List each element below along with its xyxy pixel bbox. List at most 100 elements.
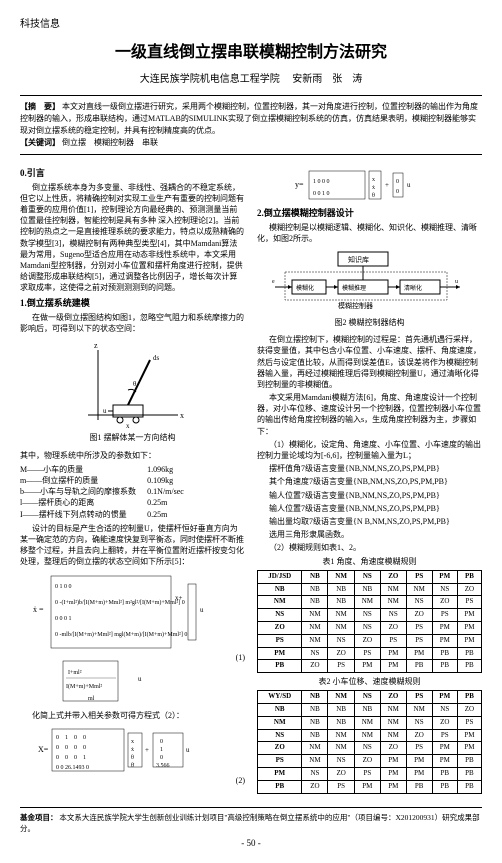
svg-text:u: u <box>200 606 204 614</box>
svg-text:θ: θ <box>372 193 375 199</box>
authors: 安新雨 张 涛 <box>292 74 362 85</box>
abstract-label: 【摘 要】 <box>20 102 60 111</box>
sec1-p1: 在做一级倒立摆图结构如图1，忽略空气阻力和系统摩擦力的影响后，可得到以下的状态空… <box>20 312 245 334</box>
param-k: l——摆杆质心的距离 <box>20 497 147 508</box>
abstract-text: 本文对直线一级倒立摆进行研究，采用两个模糊控制，位置控制器，其一对角度进行控制，… <box>20 102 478 135</box>
svg-text:0: 0 <box>396 189 399 195</box>
author-line: 大连民族学院机电信息工程学院 安新雨 张 涛 <box>20 70 482 85</box>
svg-text:0 0 0 1: 0 0 0 1 <box>56 755 86 761</box>
params-intro: 其中，物理系统中所涉及的参数如下： <box>20 450 245 461</box>
sec2-p3: 本文采用Mamdani模糊方法[6]，角度、角速度设计一个控制器，对小车位移、速… <box>257 392 482 437</box>
svg-text:u: u <box>138 675 142 683</box>
svg-text:z: z <box>94 341 98 350</box>
footer-text: 本文系大连民族学院大学生创新创业训练计划项目"高级控制策略在倒立摆系统中的应用"… <box>20 813 480 833</box>
svg-text:I(M+m)+Mml²: I(M+m)+Mml² <box>66 683 102 690</box>
svg-text:X=: X= <box>38 745 49 754</box>
step0: （1）模糊化，设定角、角速度、小车位置、小车速度的输出控制力量论域均为[-6,6… <box>257 439 482 461</box>
svg-text:u: u <box>186 746 190 754</box>
svg-text:x: x <box>180 411 184 420</box>
svg-text:x: x <box>372 177 375 183</box>
param-k: I——摆杆线下列点转动的惯量 <box>20 509 147 520</box>
svg-text:+: + <box>385 181 389 189</box>
keywords-label: 【关键词】 <box>20 138 60 147</box>
svg-text:0 0 0 0: 0 0 0 0 <box>56 745 86 751</box>
param-k: b——小车与导轨之间的摩擦系数 <box>20 486 147 497</box>
svg-text:0: 0 <box>396 179 399 185</box>
svg-text:0 1 0 0: 0 1 0 0 <box>56 735 86 741</box>
step2: 其个角速度7级语言变量{NB,NM,NS,ZO,PS,PM,PB} <box>257 476 482 487</box>
param-v: 0.25m <box>147 509 245 520</box>
svg-text:清晰化: 清晰化 <box>404 284 422 292</box>
svg-text:u: u <box>455 279 458 285</box>
svg-text:ẋ: ẋ <box>372 185 375 191</box>
step5: 输出量均取7级语言变量{N B,NM,NS,ZO,PS,PM,PB} <box>257 516 482 527</box>
step4: 输人位置7级语言变量{NB,NM,NS,ZO,PS,PM,PB} <box>257 503 482 514</box>
right-column: y= 1 0 0 0 0 0 1 0 x ẋ θ + 0 0 u 2.倒立摆模糊… <box>257 163 482 797</box>
equation2: X= 0 1 0 0 0 0 0 0 0 0 0 1 0 0 26.1493 0… <box>20 725 245 775</box>
table1: JD/JSDNBNMNSZOPSPMPBNBNBNBNBNMNMNSZONMNB… <box>257 570 482 673</box>
svg-text:θ̇: θ̇ <box>131 763 135 769</box>
svg-text:模糊控制器: 模糊控制器 <box>338 301 373 310</box>
category-header: 科技信息 <box>20 15 482 30</box>
svg-text:u: u <box>407 181 411 189</box>
svg-text:0: 0 <box>160 739 163 745</box>
figure2: 知识库 模糊化 模糊推理 清晰化 e <box>257 250 482 328</box>
svg-text:x: x <box>131 739 134 745</box>
svg-text:0 0 1 0: 0 0 1 0 <box>313 191 330 197</box>
content-columns: 0.引言 倒立摆系统本身为多变量、非线性、强耦合的不稳定系统，但它以上性质，将精… <box>20 163 482 797</box>
step3: 输人位置7级语言变量{NB,NM,NS,ZO,PS,PM,PB} <box>257 490 482 501</box>
paper-title: 一级直线倒立摆串联模糊控制方法研究 <box>20 38 482 62</box>
equation-y: y= 1 0 0 0 0 0 1 0 x ẋ θ + 0 0 u <box>257 167 482 203</box>
svg-text:0 0 26.1493 0: 0 0 26.1493 0 <box>56 765 89 771</box>
svg-text:e: e <box>272 279 275 285</box>
sec0-p1: 倒立摆系统本身为多变量、非线性、强耦合的不稳定系统，但它以上性质，将精确控制对实… <box>20 182 245 294</box>
sec0-title: 0.引言 <box>20 167 245 180</box>
svg-text:0 -mlb/[I(M+m)+Mml²] mgl(M+m: 0 -mlb/[I(M+m)+Mml²] mgl(M+m)/[I(M+m)+Mm… <box>55 631 187 638</box>
param-k: M——小车的质量 <box>20 464 147 475</box>
eq2-num: (2) <box>236 775 245 786</box>
svg-text:θ: θ <box>131 755 134 761</box>
svg-text:0 0 0 1: 0 0 0 1 <box>55 616 72 622</box>
abstract-box: 【摘 要】 本文对直线一级倒立摆进行研究，采用两个模糊控制，位置控制器，其一对角… <box>20 95 482 155</box>
sec1-p2: 设计的目标是产生合适的控制量U，使摆杆恒好垂直方向为某一确定范的方向，确能速度快… <box>20 523 245 568</box>
footer: 基金项目： 本文系大连民族学院大学生创新创业训练计划项目"高级控制策略在倒立摆系… <box>20 807 482 834</box>
t1-caption: 表1 角度、角速度模糊规则 <box>257 556 482 567</box>
sec2-p1: 模糊控制是以模糊逻辑、模糊化、知识化、模糊推理、清晰化，如图2所示。 <box>257 222 482 244</box>
svg-text:ds: ds <box>153 354 160 362</box>
page: 科技信息 一级直线倒立摆串联模糊控制方法研究 大连民族学院机电信息工程学院 安新… <box>0 0 502 863</box>
param-list: M——小车的质量1.096kg m——倒立摆杆的质量0.109kg b——小车与… <box>20 464 245 520</box>
svg-text:1: 1 <box>160 747 163 753</box>
svg-text:ml: ml <box>88 696 95 702</box>
svg-text:y=: y= <box>295 180 304 189</box>
param-v: 1.096kg <box>147 464 245 475</box>
sec2-title: 2.倒立摆模糊控制器设计 <box>257 207 482 220</box>
svg-text:0 -(I+ml²)b/[I(M+m)+Mml²] m²: 0 -(I+ml²)b/[I(M+m)+Mml²] m²gl²/[I(M+m)+… <box>55 599 185 606</box>
step6: 选用三角形隶属函数。 <box>257 529 482 540</box>
param-v: 0.25m <box>147 497 245 508</box>
eq1-num: (1) <box>236 652 245 663</box>
svg-text:知识库: 知识库 <box>348 255 369 264</box>
svg-text:x+: x+ <box>175 594 183 602</box>
fig2-caption: 图2 模糊控制器结构 <box>257 317 482 328</box>
svg-text:ẋ =: ẋ = <box>33 605 44 614</box>
svg-text:1 0 0 0: 1 0 0 0 <box>313 179 330 185</box>
keywords-text: 倒立摆 模糊控制器 串联 <box>62 138 158 147</box>
footer-label: 基金项目： <box>20 813 58 822</box>
t2-caption: 表2 小车位移、速度模糊规则 <box>257 676 482 687</box>
sec1-title: 1.倒立摆系统建模 <box>20 297 245 310</box>
svg-text:模糊化: 模糊化 <box>296 284 314 292</box>
svg-text:模糊推理: 模糊推理 <box>342 284 366 292</box>
table2: WY/SDNBNMNSZOPSPMPBNBNBNBNBNMNMNSZONMNBN… <box>257 690 482 793</box>
step1: 摆杆值角7级语言变量{NB,NM,NS,ZO,PS,PM,PB} <box>257 463 482 474</box>
figure1: x z θ ds u x 图1 摆解体某一方向结构 <box>20 340 245 443</box>
svg-text:+: + <box>145 746 149 754</box>
svg-text:3.566: 3.566 <box>156 763 170 769</box>
fig1-caption: 图1 摆解体某一方向结构 <box>20 432 245 443</box>
svg-text:I+ml²: I+ml² <box>68 670 82 676</box>
affiliation: 大连民族学院机电信息工程学院 <box>140 74 280 85</box>
svg-text:u: u <box>103 407 107 415</box>
param-v: 0.1N/m/sec <box>147 486 245 497</box>
sec2-p2: 在倒立摆控制下，模糊控制的过程是：首先通机遇行采样，获得变量值，其中包含小车位置… <box>257 334 482 390</box>
left-column: 0.引言 倒立摆系统本身为多变量、非线性、强耦合的不稳定系统，但它以上性质，将精… <box>20 163 245 797</box>
svg-text:0 1 0 0: 0 1 0 0 <box>55 584 72 590</box>
